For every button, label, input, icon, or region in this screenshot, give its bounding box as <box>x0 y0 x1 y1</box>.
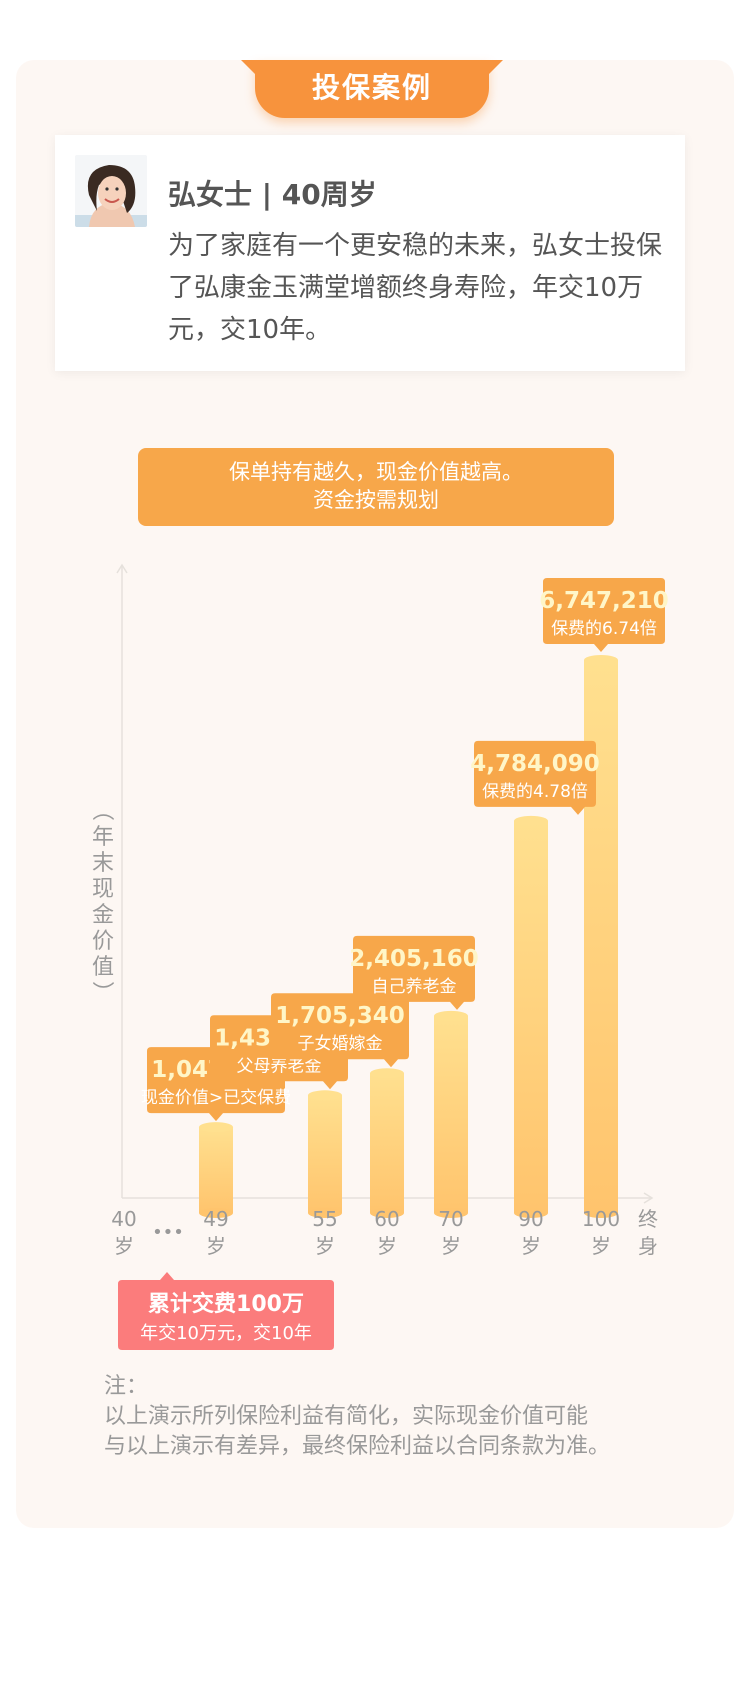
bar-top <box>434 1010 468 1021</box>
data-callout: 4,784,090 保费的4.78倍 <box>470 740 600 815</box>
x-tick-label: 60 <box>374 1207 399 1231</box>
y-axis-arrow <box>116 563 128 574</box>
banner-line-2: 资金按需规划 <box>313 488 439 512</box>
bar-bottom <box>514 1208 548 1218</box>
bar-top <box>370 1068 404 1079</box>
x-start-label: 40 <box>111 1207 136 1231</box>
bar-body <box>199 1127 233 1213</box>
callout-note: 父母养老金 <box>237 1056 322 1076</box>
footnote-line-1: 以上演示所列保险利益有简化，实际现金价值可能 <box>104 1404 589 1429</box>
x-end-label: 终 <box>638 1207 658 1231</box>
bar-bottom <box>434 1208 468 1218</box>
callout-box <box>474 740 596 815</box>
y-axis-label-char: 末 <box>92 851 114 876</box>
bar-top <box>308 1090 342 1101</box>
premium-badge-subtitle: 年交10万元，交10年 <box>140 1323 312 1344</box>
bar <box>584 655 618 1218</box>
y-axis-label-char: 值 <box>92 955 114 980</box>
data-callout: 6,747,210 保费的6.74倍 <box>539 578 669 652</box>
case-card: 弘女士 | 40周岁 为了家庭有一个更安稳的未来，弘女士投保了弘康金玉满堂增额终… <box>55 135 685 371</box>
tab-title: 投保案例 <box>311 71 432 104</box>
bar-body <box>308 1095 342 1213</box>
bar-bottom <box>584 1208 618 1218</box>
case-name: 弘女士 | 40周岁 <box>168 178 377 211</box>
data-callout: 1,705,340 子女婚嫁金 <box>271 993 409 1068</box>
y-axis-label-char: 价 <box>92 929 114 954</box>
callout-value: 4,784,090 <box>470 751 600 777</box>
bar-body <box>434 1015 468 1213</box>
y-axis-label-char: ） <box>89 981 114 1003</box>
callout-value: 2,405,160 <box>349 946 479 972</box>
footnote: 注： 以上演示所列保险利益有简化，实际现金价值可能 与以上演示有差异，最终保险利… <box>104 1372 610 1462</box>
x-axis-arrow <box>643 1192 654 1204</box>
bar <box>308 1090 342 1218</box>
avatar-image <box>75 155 147 227</box>
data-callout: 2,405,160 自己养老金 <box>349 935 479 1010</box>
banner-line-1: 保单持有越久，现金价值越高。 <box>229 460 523 484</box>
x-tick-label-unit: 岁 <box>521 1234 541 1258</box>
x-tick-label: 90 <box>518 1207 543 1231</box>
footnote-line-2: 与以上演示有差异，最终保险利益以合同条款为准。 <box>104 1434 611 1459</box>
callout-note: 保费的6.74倍 <box>551 619 657 639</box>
y-axis-label-char: 年 <box>92 825 114 850</box>
bar <box>514 815 548 1218</box>
callout-box <box>353 935 475 1010</box>
callout-value: 1,705,340 <box>275 1003 405 1029</box>
bar-top <box>199 1122 233 1133</box>
callout-note: 子女婚嫁金 <box>298 1034 383 1054</box>
callout-value: 6,747,210 <box>539 588 669 614</box>
x-tick-label-unit: 岁 <box>441 1234 461 1258</box>
premium-badge: 累计交费100万 年交10万元，交10年 <box>118 1272 334 1350</box>
x-tick-label: 70 <box>438 1207 463 1231</box>
bar-body <box>514 820 548 1213</box>
case-tab: 投保案例 <box>241 60 503 118</box>
x-tick-label-unit: 岁 <box>591 1234 611 1258</box>
bar-bottom <box>199 1208 233 1218</box>
x-end-label-2: 身 <box>638 1234 658 1258</box>
x-start-label-2: 岁 <box>114 1234 134 1258</box>
case-description: 为了家庭有一个更安稳的未来，弘女士投保了弘康金玉满堂增额终身寿险，年交10万元，… <box>168 231 663 345</box>
y-axis-label-char: 现 <box>92 877 114 902</box>
callout-note: 自己养老金 <box>372 977 457 997</box>
x-tick-label: 100 <box>582 1207 620 1231</box>
bar <box>434 1010 468 1218</box>
footnote-title: 注： <box>104 1374 149 1399</box>
bar-body <box>370 1073 404 1213</box>
y-axis-label-char: （ <box>89 799 114 821</box>
x-tick-label: 55 <box>312 1207 337 1231</box>
callout-note: 保费的4.78倍 <box>482 782 588 802</box>
bar-bottom <box>370 1208 404 1218</box>
y-axis-label-char: 金 <box>92 903 114 928</box>
info-banner: 保单持有越久，现金价值越高。 资金按需规划 <box>138 448 614 526</box>
bar <box>199 1122 233 1218</box>
callout-box <box>271 993 409 1068</box>
premium-badge-title: 累计交费100万 <box>148 1291 304 1317</box>
bar-top <box>514 815 548 826</box>
x-tick-label-unit: 岁 <box>315 1234 335 1258</box>
bar <box>370 1068 404 1218</box>
bar-bottom <box>308 1208 342 1218</box>
callout-note: 现金价值>已交保费 <box>141 1088 291 1108</box>
x-ellipsis: ••• <box>152 1222 184 1243</box>
bar-top <box>584 655 618 665</box>
x-tick-label-unit: 岁 <box>206 1234 226 1258</box>
callout-box <box>543 578 665 652</box>
x-tick-label: 49 <box>203 1207 228 1231</box>
avatar <box>75 155 147 227</box>
x-tick-label-unit: 岁 <box>377 1234 397 1258</box>
